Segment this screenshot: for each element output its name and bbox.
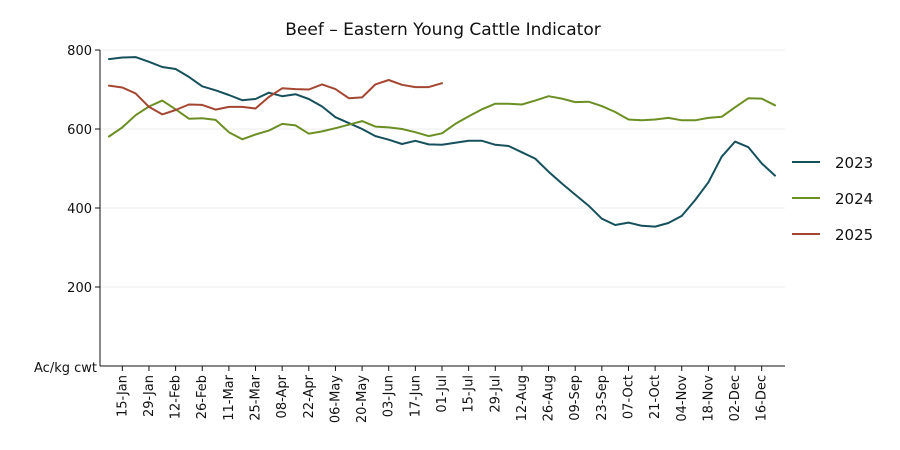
y-tick-label: 200 [67, 281, 92, 296]
legend-label-2023: 2023 [835, 154, 873, 172]
y-tick-label: 800 [67, 44, 92, 59]
axes: 200 400 600 800 15-Jan 29-Jan 12-Feb 26-Feb 11-M… [67, 44, 785, 423]
x-tick-label: 07-Oct [621, 375, 636, 419]
x-tick-label: 18-Nov [701, 375, 716, 422]
series-line-2023 [108, 56, 776, 228]
x-tick-label: 12-Aug [515, 375, 530, 421]
y-tick-label: 600 [67, 123, 92, 138]
legend-label-2025: 2025 [835, 226, 873, 244]
x-tick-label: 09-Sep [568, 375, 583, 421]
x-tick-label: 04-Nov [675, 375, 690, 422]
y-tick-label: 400 [67, 202, 92, 217]
x-tick-label: 26-Aug [542, 375, 557, 421]
series-lines [108, 56, 776, 228]
x-tick-label: 01-Jul [435, 375, 450, 413]
x-tick-label: 15-Jan [115, 375, 130, 417]
legend-label-2024: 2024 [835, 190, 873, 208]
chart-title: Beef – Eastern Young Cattle Indicator [285, 20, 600, 40]
series-line-2025 [108, 79, 443, 116]
series-line-2024 [108, 95, 776, 141]
x-tick-label: 08-Apr [275, 374, 290, 418]
x-tick-label: 29-Jan [142, 375, 157, 417]
x-tick-label: 15-Jul [462, 375, 477, 413]
x-tick-label: 22-Apr [302, 374, 317, 418]
x-tick-label: 16-Dec [755, 375, 770, 421]
legend: 2023 2024 2025 [792, 154, 873, 244]
x-tick-label: 20-May [355, 375, 370, 423]
gridlines [100, 49, 785, 288]
x-tick-label: 12-Feb [169, 375, 184, 419]
x-tick-label: 21-Oct [648, 375, 663, 419]
x-tick-label: 25-Mar [249, 374, 264, 420]
y-axis-label: Ac/kg cwt [34, 361, 97, 376]
x-tick-label: 03-Jun [382, 375, 397, 417]
x-tick-label: 17-Jun [408, 375, 423, 417]
x-tick-label: 06-May [328, 375, 343, 423]
x-tick-label: 23-Sep [595, 375, 610, 421]
x-tick-label: 29-Jul [488, 375, 503, 413]
x-tick-label: 26-Feb [195, 375, 210, 419]
x-tick-label: 11-Mar [222, 374, 237, 420]
x-tick-label: 02-Dec [728, 375, 743, 421]
